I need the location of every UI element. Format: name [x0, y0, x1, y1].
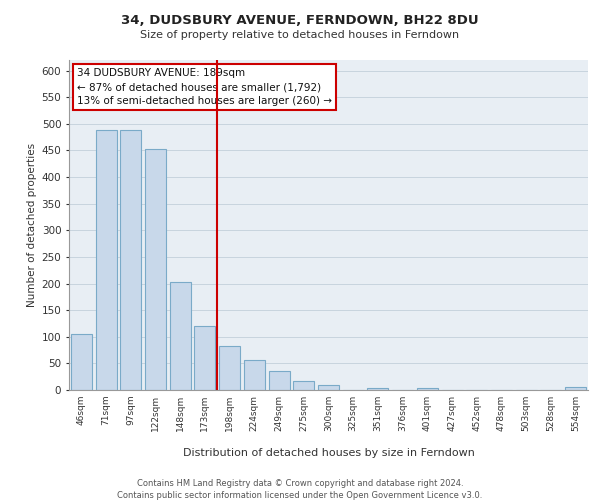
Bar	[95, 130, 116, 390]
Text: Size of property relative to detached houses in Ferndown: Size of property relative to detached ho…	[140, 30, 460, 40]
Text: 34, DUDSBURY AVENUE, FERNDOWN, BH22 8DU: 34, DUDSBURY AVENUE, FERNDOWN, BH22 8DU	[121, 14, 479, 27]
Bar	[170, 282, 191, 390]
Bar	[145, 149, 166, 390]
Text: Distribution of detached houses by size in Ferndown: Distribution of detached houses by size …	[183, 448, 475, 458]
Text: Contains HM Land Registry data © Crown copyright and database right 2024.: Contains HM Land Registry data © Crown c…	[137, 479, 463, 488]
Text: 34 DUDSBURY AVENUE: 189sqm
← 87% of detached houses are smaller (1,792)
13% of s: 34 DUDSBURY AVENUE: 189sqm ← 87% of deta…	[77, 68, 332, 106]
Bar	[367, 388, 388, 390]
Bar	[565, 388, 586, 390]
Bar	[219, 346, 240, 390]
Bar	[71, 334, 92, 390]
Bar	[293, 382, 314, 390]
Bar	[244, 360, 265, 390]
Bar	[120, 130, 141, 390]
Y-axis label: Number of detached properties: Number of detached properties	[28, 143, 37, 307]
Text: Contains public sector information licensed under the Open Government Licence v3: Contains public sector information licen…	[118, 491, 482, 500]
Bar	[417, 388, 438, 390]
Bar	[194, 326, 215, 390]
Bar	[318, 385, 339, 390]
Bar	[269, 371, 290, 390]
